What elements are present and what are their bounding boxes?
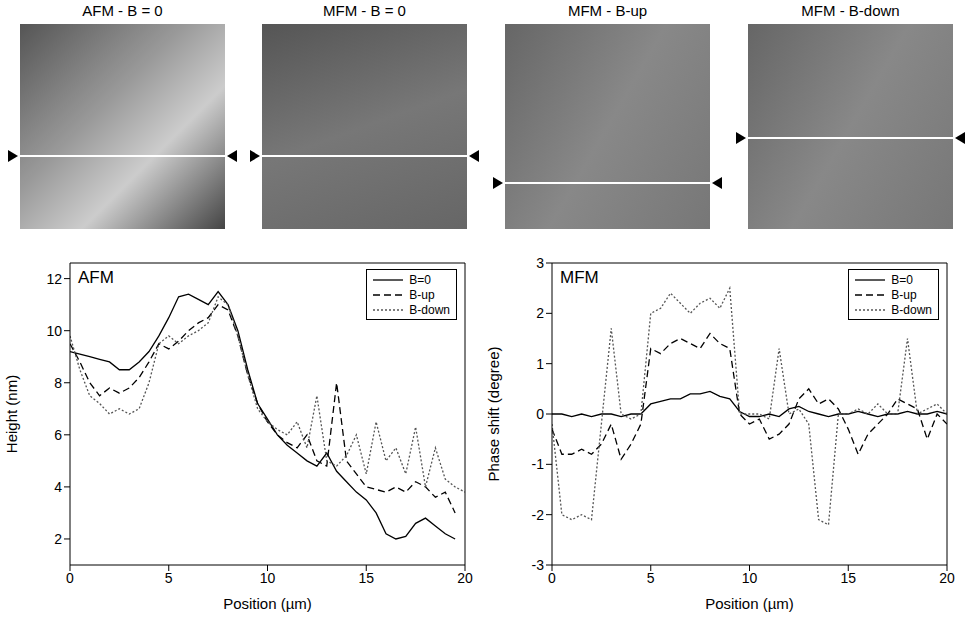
html-text:AFM - B = 0: AFM - B = 0 — [82, 2, 163, 19]
svg-text:Height (nm): Height (nm) — [3, 375, 20, 453]
svg-text:-2: -2 — [532, 507, 545, 523]
svg-text:0: 0 — [66, 570, 74, 586]
svg-text:0: 0 — [536, 406, 544, 422]
svg-text:-3: -3 — [532, 557, 545, 573]
svg-text:10: 10 — [260, 570, 276, 586]
svg-text:4: 4 — [54, 479, 62, 495]
svg-text:10: 10 — [46, 323, 62, 339]
html-text:B=0: B=0 — [409, 272, 431, 287]
svg-text:5: 5 — [165, 570, 173, 586]
html-text:MFM: MFM — [560, 268, 599, 287]
html-text:B-up: B-up — [891, 287, 917, 302]
svg-text:15: 15 — [840, 570, 856, 586]
svg-text:20: 20 — [457, 570, 473, 586]
svg-text:20: 20 — [939, 570, 955, 586]
svg-text:-1: -1 — [532, 456, 545, 472]
html-text:B-down: B-down — [891, 302, 932, 317]
svg-text:0: 0 — [548, 570, 556, 586]
html-text:MFM - B-down: MFM - B-down — [801, 2, 900, 19]
svg-text:2: 2 — [536, 305, 544, 321]
svg-text:3: 3 — [536, 255, 544, 271]
svg-text:Position (µm): Position (µm) — [223, 595, 312, 612]
html-text:B-up: B-up — [409, 287, 435, 302]
svg-text:8: 8 — [54, 375, 62, 391]
svg-text:15: 15 — [358, 570, 374, 586]
svg-text:Phase shift (degree): Phase shift (degree) — [485, 346, 502, 481]
html-text:B-down: B-down — [409, 302, 450, 317]
html-text:AFM: AFM — [78, 268, 114, 287]
svg-text:5: 5 — [647, 570, 655, 586]
svg-text:Position (µm): Position (µm) — [705, 595, 794, 612]
svg-text:6: 6 — [54, 427, 62, 443]
html-text:B=0: B=0 — [891, 272, 913, 287]
svg-text:2: 2 — [54, 531, 62, 547]
svg-text:1: 1 — [536, 356, 544, 372]
html-text:MFM - B = 0: MFM - B = 0 — [323, 2, 406, 19]
html-text:MFM - B-up: MFM - B-up — [567, 2, 648, 19]
svg-text:10: 10 — [742, 570, 758, 586]
svg-text:12: 12 — [46, 271, 62, 287]
